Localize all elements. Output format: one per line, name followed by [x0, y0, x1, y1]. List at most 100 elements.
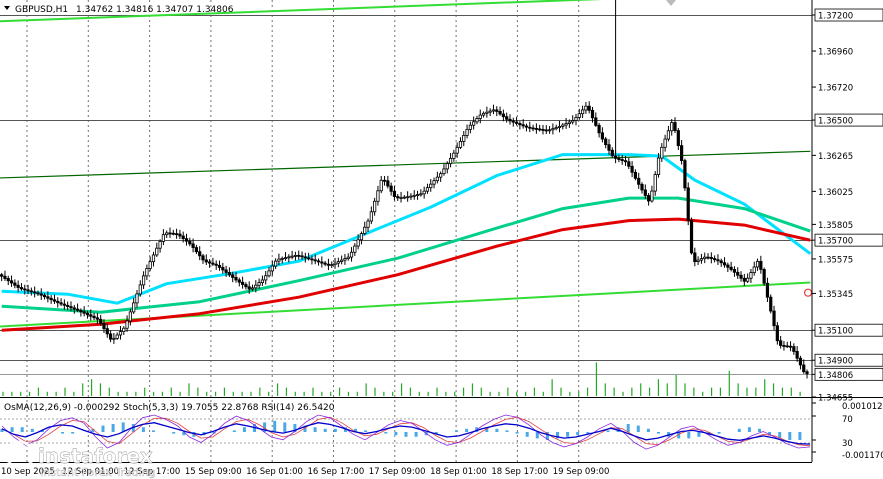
- candle-body: [363, 226, 367, 234]
- trend-line: [0, 150, 811, 179]
- price-tick-label: 1.36025: [818, 188, 853, 198]
- candle-body: [161, 234, 165, 242]
- candle-body: [455, 146, 459, 154]
- candle-body: [221, 267, 225, 271]
- moving-average-line: [1, 217, 811, 332]
- time-tick-label: 19 Sep 09:00: [553, 467, 610, 477]
- candle-body: [122, 327, 126, 332]
- candle-body: [557, 126, 562, 128]
- candle-body: [336, 261, 340, 264]
- candle-body: [472, 121, 476, 126]
- candle-body: [637, 177, 641, 185]
- candle-body: [178, 233, 182, 237]
- candle-body: [511, 120, 515, 123]
- candle-body: [79, 309, 83, 313]
- price-axis-labels: 1.37200 1.36960 1.36720 1.36500 1.36265 1.360…: [812, 8, 883, 453]
- candle-body: [746, 277, 750, 282]
- price-tag: [814, 367, 883, 381]
- candle-body: [168, 232, 172, 235]
- candle-body: [696, 259, 700, 263]
- candle-body: [802, 364, 806, 373]
- price-tag: [814, 323, 883, 337]
- candle-body: [257, 282, 261, 286]
- candle-body: [353, 245, 357, 253]
- candle-body: [356, 239, 360, 247]
- candle-body: [208, 261, 212, 264]
- candle-body: [524, 125, 529, 128]
- indicator-tick-label: 70: [842, 415, 853, 425]
- price-tag: [814, 113, 883, 127]
- candle-body: [112, 337, 116, 340]
- chart-shift-marker-icon[interactable]: [666, 0, 676, 6]
- candle-body: [590, 109, 595, 119]
- candle-body: [211, 262, 215, 265]
- candle-body: [739, 274, 743, 279]
- price-tick-label: 1.35345: [818, 290, 853, 300]
- candle-body: [346, 256, 350, 260]
- candle-body: [171, 232, 175, 235]
- candle-body: [396, 196, 400, 199]
- candle-body: [607, 144, 611, 151]
- rsi-line: [1, 422, 811, 445]
- candle-body: [6, 278, 10, 282]
- candle-body: [795, 351, 799, 359]
- candle-body: [485, 111, 489, 114]
- candle-body: [241, 281, 245, 285]
- candle-body: [274, 260, 278, 267]
- candle-body: [343, 258, 347, 261]
- candle-body: [508, 118, 512, 122]
- candle-body: [505, 116, 509, 120]
- price-tick-label: 1.34900: [818, 357, 853, 367]
- candle-body: [435, 176, 439, 182]
- candle-body: [237, 279, 241, 283]
- candle-body: [402, 196, 406, 199]
- price-tick-label: 1.36265: [818, 152, 853, 162]
- candle-body: [683, 160, 687, 189]
- time-tick-label: 18 Sep 01:00: [430, 467, 487, 477]
- candle-body: [422, 190, 426, 195]
- candle-body: [194, 247, 198, 253]
- candle-body: [293, 254, 298, 257]
- candle-body: [313, 259, 317, 262]
- candle-body: [521, 124, 525, 127]
- candle-body: [247, 286, 251, 290]
- candle-body: [531, 127, 535, 130]
- candle-body: [201, 255, 205, 261]
- candle-body: [188, 240, 192, 245]
- candle-body: [782, 345, 786, 347]
- candle-body: [468, 124, 472, 130]
- candle-body: [742, 277, 746, 282]
- candle-body: [597, 124, 601, 134]
- indicator-tick-label: -0.001170: [842, 451, 883, 461]
- candle-body: [785, 345, 789, 348]
- candle-body: [699, 258, 704, 261]
- candle-body: [330, 264, 334, 267]
- price-tick-label: 1.36960: [818, 48, 853, 58]
- candle-body: [340, 259, 344, 263]
- brand-tagline: Instant Forex Trading: [40, 466, 156, 479]
- candle-body: [26, 289, 30, 292]
- candle-body: [128, 311, 132, 322]
- candle-body: [151, 254, 156, 263]
- candle-body: [663, 138, 667, 148]
- candle-body: [452, 152, 456, 159]
- candle-body: [359, 233, 364, 241]
- candle-body: [630, 165, 634, 173]
- candle-body: [280, 257, 284, 260]
- candle-body: [3, 275, 7, 279]
- candle-body: [59, 302, 63, 305]
- candle-body: [481, 112, 486, 116]
- candle-body: [181, 235, 185, 240]
- candle-body: [95, 317, 99, 320]
- candle-body: [445, 163, 449, 170]
- candle-body: [283, 257, 288, 260]
- ohlc-values: 1.34762 1.34816 1.34707 1.34806: [76, 5, 234, 15]
- price-tag: [814, 8, 883, 22]
- candle-body: [270, 265, 274, 272]
- candle-body: [706, 256, 710, 259]
- candle-body: [498, 111, 502, 115]
- candle-body: [174, 233, 179, 236]
- indicator-header: OsMA(12,26,9) -0.000292 Stoch(5,3,3) 19.…: [4, 403, 335, 413]
- candle-body: [227, 272, 232, 276]
